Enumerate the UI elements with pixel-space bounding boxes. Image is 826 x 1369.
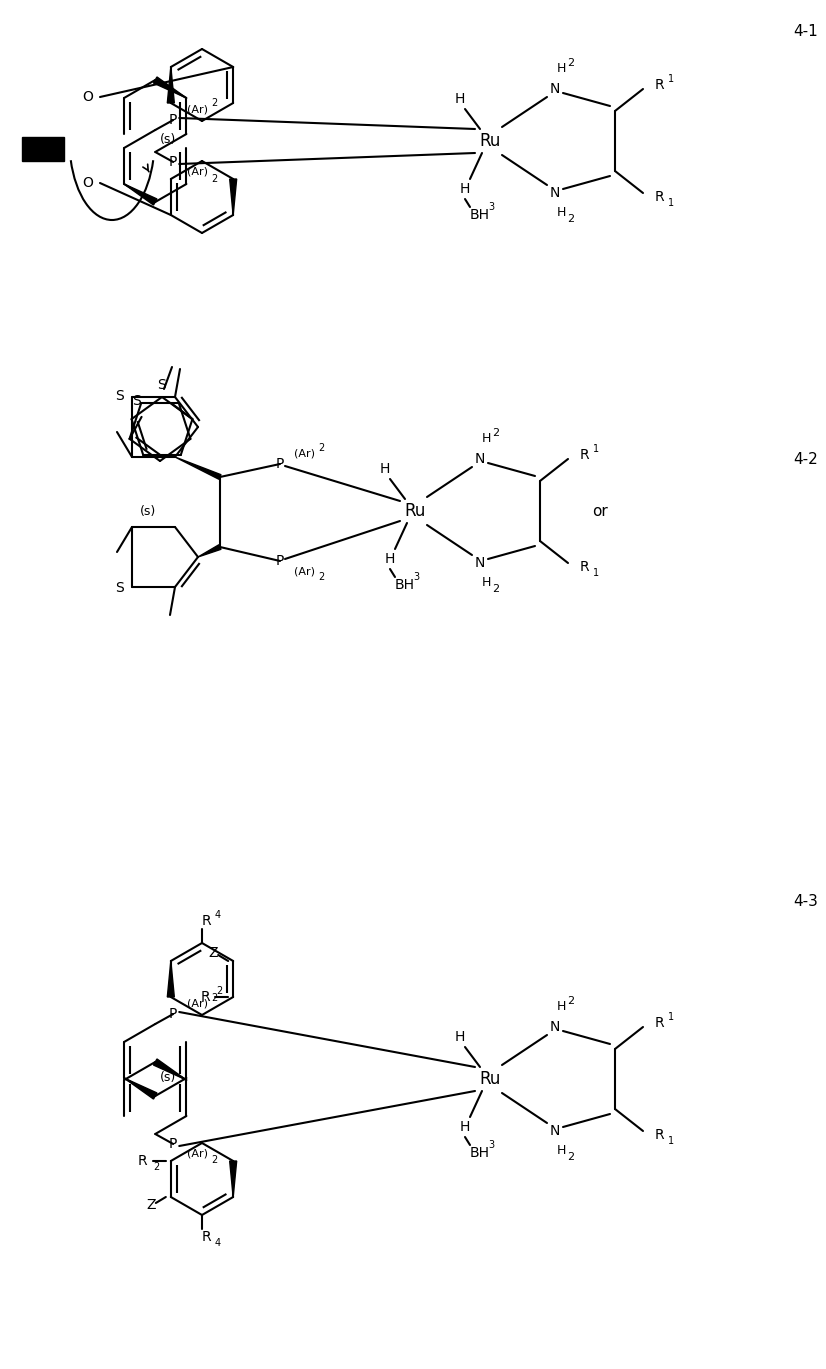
Text: 4-3: 4-3 xyxy=(793,894,818,909)
Text: S: S xyxy=(132,394,140,408)
Text: 2: 2 xyxy=(211,993,217,1003)
Text: R: R xyxy=(655,78,665,92)
Text: N: N xyxy=(550,186,560,200)
Text: N: N xyxy=(550,1020,560,1034)
Text: P: P xyxy=(169,155,178,168)
Text: 4: 4 xyxy=(215,910,221,920)
Text: P: P xyxy=(169,1008,178,1021)
Text: 2: 2 xyxy=(318,572,325,582)
Text: 2: 2 xyxy=(216,986,222,997)
Text: H: H xyxy=(455,1029,465,1045)
Polygon shape xyxy=(154,1060,187,1080)
Text: R: R xyxy=(580,560,590,574)
Text: Ru: Ru xyxy=(479,1071,501,1088)
Polygon shape xyxy=(124,1077,157,1099)
Text: N: N xyxy=(475,452,485,465)
Text: P: P xyxy=(276,554,284,568)
Text: Z: Z xyxy=(146,1198,155,1212)
Text: O: O xyxy=(83,90,93,104)
Polygon shape xyxy=(230,179,237,215)
Text: Ru: Ru xyxy=(404,502,425,520)
Text: N: N xyxy=(550,1124,560,1138)
Text: (s): (s) xyxy=(140,505,156,517)
Text: P: P xyxy=(169,114,178,127)
Text: R: R xyxy=(201,990,210,1003)
Text: (Ar): (Ar) xyxy=(188,105,208,115)
Text: 2: 2 xyxy=(567,1151,574,1162)
Text: 2: 2 xyxy=(318,444,325,453)
Text: 2: 2 xyxy=(492,428,499,438)
Text: (Ar): (Ar) xyxy=(188,999,208,1009)
Text: 1: 1 xyxy=(593,444,599,455)
Text: 3: 3 xyxy=(488,203,494,212)
Text: 2: 2 xyxy=(492,585,499,594)
Bar xyxy=(22,137,64,162)
Text: 2: 2 xyxy=(211,174,217,183)
Text: H: H xyxy=(460,182,470,196)
Text: 1: 1 xyxy=(668,199,674,208)
Text: 2: 2 xyxy=(567,57,574,68)
Text: 3: 3 xyxy=(413,572,419,582)
Text: H: H xyxy=(460,1120,470,1134)
Text: P: P xyxy=(276,457,284,471)
Text: H: H xyxy=(557,1144,567,1158)
Polygon shape xyxy=(124,183,157,205)
Polygon shape xyxy=(175,457,221,479)
Text: 3: 3 xyxy=(488,1140,494,1150)
Text: O: O xyxy=(83,177,93,190)
Text: H: H xyxy=(557,1001,567,1013)
Text: Ru: Ru xyxy=(479,131,501,151)
Text: 4-1: 4-1 xyxy=(793,23,818,38)
Polygon shape xyxy=(154,77,187,99)
Text: (Ar): (Ar) xyxy=(294,449,315,459)
Text: S: S xyxy=(116,389,125,402)
Text: N: N xyxy=(550,82,560,96)
Polygon shape xyxy=(198,545,221,557)
Text: P: P xyxy=(169,1138,178,1151)
Text: R: R xyxy=(655,1016,665,1029)
Polygon shape xyxy=(168,961,174,997)
Text: H: H xyxy=(455,92,465,105)
Text: H: H xyxy=(385,552,395,565)
Text: 2: 2 xyxy=(154,1162,160,1172)
Text: R: R xyxy=(655,190,665,204)
Text: or: or xyxy=(592,504,608,519)
Text: H: H xyxy=(482,433,491,445)
Text: 2: 2 xyxy=(567,214,574,225)
Text: 2: 2 xyxy=(211,99,217,108)
Text: S: S xyxy=(158,378,166,392)
Text: 2: 2 xyxy=(211,1155,217,1165)
Polygon shape xyxy=(230,1161,237,1197)
Text: 1: 1 xyxy=(593,568,599,578)
Text: 4: 4 xyxy=(215,1238,221,1249)
Text: BH: BH xyxy=(395,578,415,591)
Text: R: R xyxy=(138,1154,148,1168)
Text: R: R xyxy=(580,448,590,461)
Text: BH: BH xyxy=(470,208,490,222)
Text: 2: 2 xyxy=(567,997,574,1006)
Text: (s): (s) xyxy=(160,1071,176,1083)
Text: S: S xyxy=(116,580,125,596)
Text: BH: BH xyxy=(470,1146,490,1160)
Text: R: R xyxy=(202,914,211,928)
Text: 1: 1 xyxy=(668,74,674,84)
Text: H: H xyxy=(380,461,390,476)
Text: N: N xyxy=(475,556,485,570)
Text: Z: Z xyxy=(208,946,218,960)
Text: R: R xyxy=(655,1128,665,1142)
Text: (Ar): (Ar) xyxy=(188,167,208,177)
Text: (Ar): (Ar) xyxy=(294,565,315,576)
Text: 1: 1 xyxy=(668,1136,674,1146)
Polygon shape xyxy=(168,67,174,103)
Text: H: H xyxy=(557,207,567,219)
Text: (s): (s) xyxy=(160,134,176,146)
Text: H: H xyxy=(482,576,491,590)
Text: R: R xyxy=(202,1229,211,1244)
Text: (Ar): (Ar) xyxy=(188,1149,208,1160)
Text: H: H xyxy=(557,63,567,75)
Text: 1: 1 xyxy=(668,1012,674,1023)
Text: 4-2: 4-2 xyxy=(793,452,818,467)
